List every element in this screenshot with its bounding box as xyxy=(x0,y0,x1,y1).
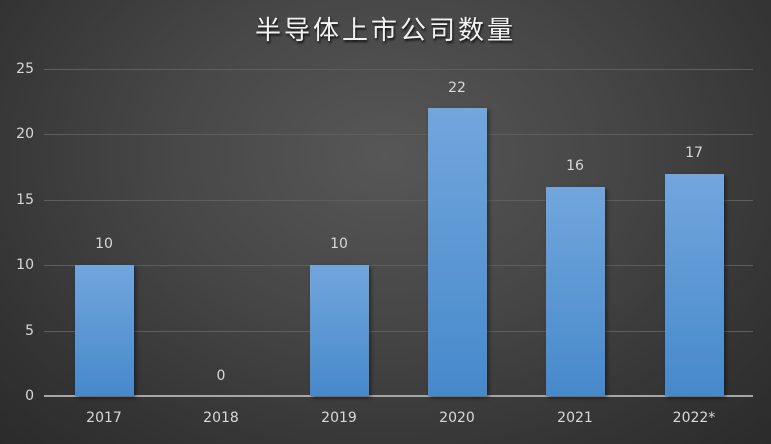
x-tick-2019: 2019 xyxy=(321,410,357,426)
x-tick-2021: 2021 xyxy=(557,410,593,426)
chart-title: 半导体上市公司数量 xyxy=(254,16,516,46)
bar-2019 xyxy=(310,265,369,396)
gridline-25 xyxy=(44,69,753,70)
bar-2020 xyxy=(428,108,487,396)
y-tick-20: 20 xyxy=(16,126,34,142)
bar-2022 xyxy=(665,174,724,396)
bar-2017 xyxy=(75,265,134,396)
y-tick-0: 0 xyxy=(25,388,34,404)
data-label-2018: 0 xyxy=(216,368,226,384)
y-tick-15: 15 xyxy=(16,192,34,208)
plot-area: 10 0 10 22 16 17 xyxy=(44,69,753,397)
y-tick-10: 10 xyxy=(16,257,34,273)
gridline-15 xyxy=(44,200,753,201)
y-tick-5: 5 xyxy=(25,323,34,339)
gridline-5 xyxy=(44,331,753,332)
gridline-10 xyxy=(44,265,753,266)
data-label-2017: 10 xyxy=(95,236,113,252)
x-tick-2018: 2018 xyxy=(203,410,239,426)
x-tick-2017: 2017 xyxy=(86,410,122,426)
x-axis-line xyxy=(44,395,753,397)
x-tick-2020: 2020 xyxy=(439,410,475,426)
gridline-20 xyxy=(44,134,753,135)
data-label-2021: 16 xyxy=(566,158,584,174)
data-label-2019: 10 xyxy=(330,236,348,252)
bar-2021 xyxy=(546,187,605,396)
x-tick-2022: 2022* xyxy=(672,410,716,426)
y-tick-25: 25 xyxy=(16,61,34,77)
data-label-2022: 17 xyxy=(685,145,703,161)
data-label-2020: 22 xyxy=(448,80,466,96)
